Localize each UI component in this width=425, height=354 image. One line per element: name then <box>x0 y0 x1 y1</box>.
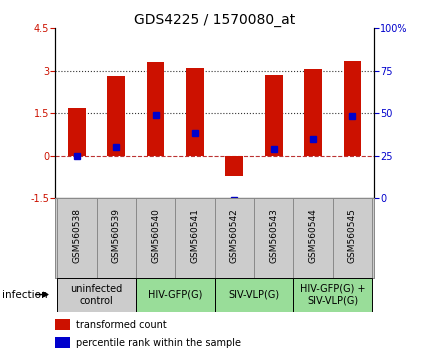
Title: GDS4225 / 1570080_at: GDS4225 / 1570080_at <box>134 13 295 27</box>
Text: percentile rank within the sample: percentile rank within the sample <box>76 338 241 348</box>
Bar <box>265 75 283 156</box>
Bar <box>225 156 243 176</box>
Bar <box>68 108 86 156</box>
Bar <box>55 319 70 330</box>
Text: infection: infection <box>2 290 48 299</box>
Bar <box>147 62 164 156</box>
Text: GSM560541: GSM560541 <box>190 208 199 263</box>
Text: GSM560544: GSM560544 <box>309 208 317 263</box>
Text: GSM560542: GSM560542 <box>230 208 239 263</box>
Bar <box>293 278 372 312</box>
Bar <box>186 68 204 156</box>
Bar <box>108 76 125 156</box>
Text: GSM560545: GSM560545 <box>348 208 357 263</box>
Bar <box>55 337 70 348</box>
Bar <box>304 69 322 156</box>
Text: uninfected
control: uninfected control <box>71 284 123 306</box>
Text: GSM560538: GSM560538 <box>72 208 82 263</box>
Text: GSM560539: GSM560539 <box>112 208 121 263</box>
Bar <box>57 278 136 312</box>
Text: GSM560540: GSM560540 <box>151 208 160 263</box>
Bar <box>136 278 215 312</box>
Text: HIV-GFP(G): HIV-GFP(G) <box>148 290 202 300</box>
Text: HIV-GFP(G) +
SIV-VLP(G): HIV-GFP(G) + SIV-VLP(G) <box>300 284 366 306</box>
Bar <box>215 278 293 312</box>
Text: GSM560543: GSM560543 <box>269 208 278 263</box>
Bar <box>343 61 361 156</box>
Text: transformed count: transformed count <box>76 320 167 330</box>
Text: SIV-VLP(G): SIV-VLP(G) <box>228 290 280 300</box>
